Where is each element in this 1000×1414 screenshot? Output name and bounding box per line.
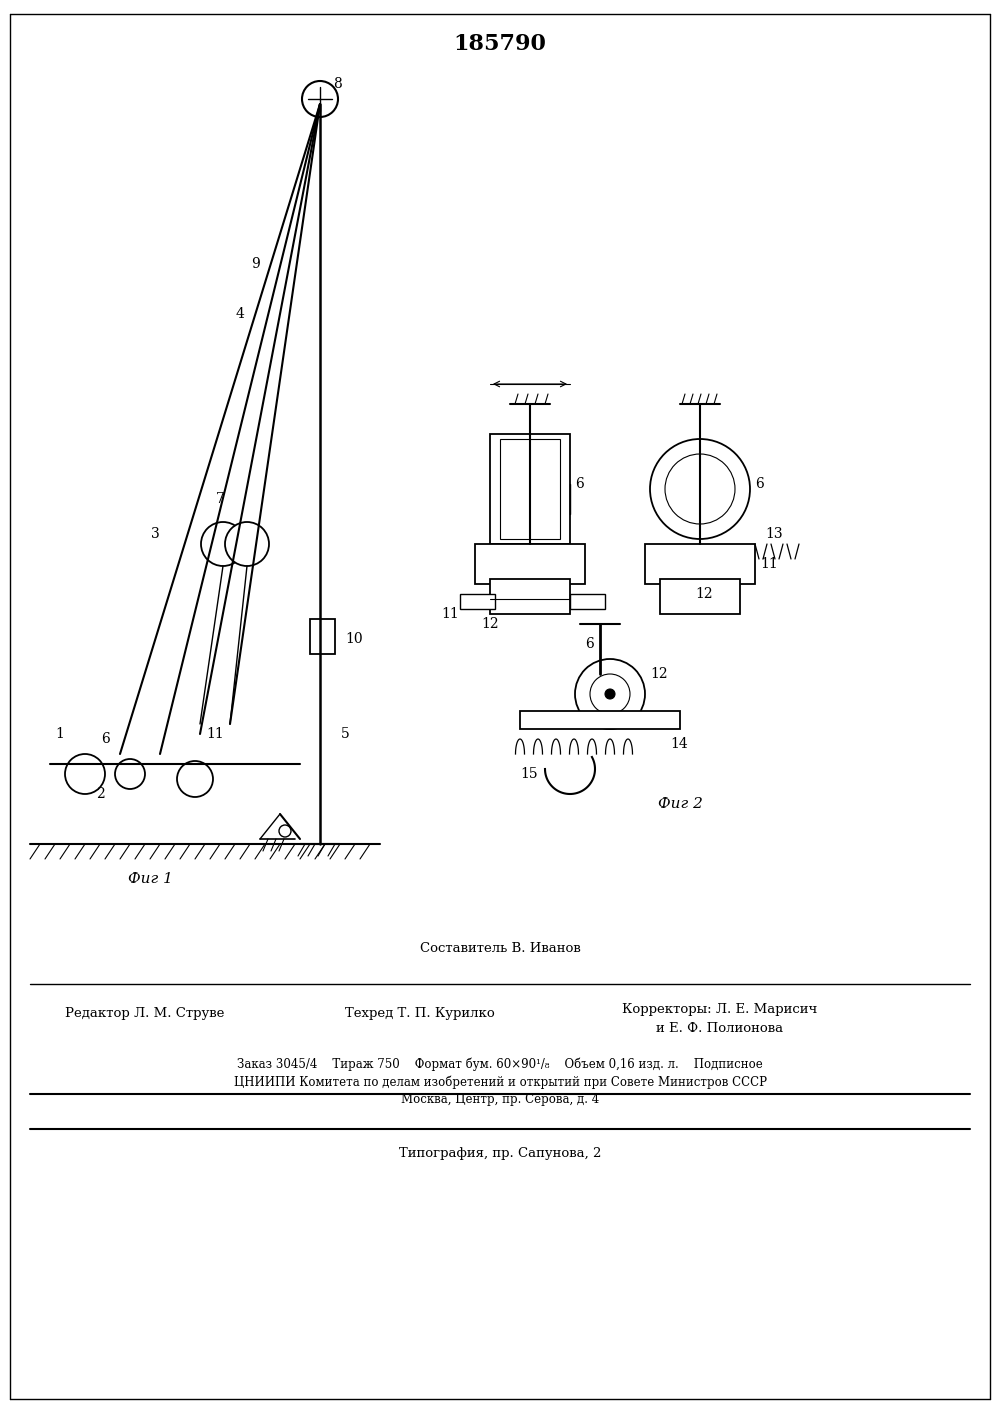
Bar — [310, 619, 335, 655]
Circle shape — [115, 759, 145, 789]
Circle shape — [665, 454, 735, 525]
Text: Фиг 1: Фиг 1 — [128, 872, 172, 887]
Text: 6: 6 — [576, 477, 584, 491]
Text: 9: 9 — [251, 257, 259, 271]
Text: 15: 15 — [520, 766, 538, 781]
Text: 11: 11 — [760, 557, 778, 571]
Text: 6: 6 — [101, 732, 109, 747]
Text: 3: 3 — [151, 527, 159, 542]
Circle shape — [65, 754, 105, 795]
Text: Техред Т. П. Курилко: Техред Т. П. Курилко — [345, 1008, 495, 1021]
Bar — [645, 544, 755, 584]
Text: 6: 6 — [586, 636, 594, 650]
Bar — [570, 594, 605, 609]
Bar — [520, 711, 680, 730]
Text: Москва, Центр, пр. Серова, д. 4: Москва, Центр, пр. Серова, д. 4 — [401, 1093, 599, 1107]
Text: 7: 7 — [216, 492, 224, 506]
Text: Редактор Л. М. Струве: Редактор Л. М. Струве — [65, 1008, 225, 1021]
Text: 12: 12 — [481, 617, 499, 631]
Circle shape — [225, 522, 269, 566]
Bar — [460, 594, 495, 609]
Text: Составитель В. Иванов: Составитель В. Иванов — [420, 943, 580, 956]
Text: 11: 11 — [441, 607, 459, 621]
Circle shape — [279, 824, 291, 837]
Bar — [490, 434, 570, 544]
Text: 10: 10 — [345, 632, 363, 646]
Text: 8: 8 — [333, 76, 342, 90]
Text: Типография, пр. Сапунова, 2: Типография, пр. Сапунова, 2 — [399, 1148, 601, 1161]
Text: Фиг 2: Фиг 2 — [658, 797, 702, 812]
Text: Заказ 3045/4    Тираж 750    Формат бум. 60×90¹/₈    Объем 0,16 изд. л.    Подпи: Заказ 3045/4 Тираж 750 Формат бум. 60×90… — [237, 1058, 763, 1070]
Text: 13: 13 — [765, 527, 783, 542]
Text: 185790: 185790 — [454, 33, 546, 55]
Bar — [500, 438, 560, 539]
Text: 2: 2 — [96, 788, 104, 800]
Text: 11: 11 — [206, 727, 224, 741]
Circle shape — [177, 761, 213, 797]
Text: 12: 12 — [695, 587, 713, 601]
Bar — [475, 544, 585, 584]
Text: 6: 6 — [756, 477, 764, 491]
Circle shape — [605, 689, 615, 699]
Bar — [660, 578, 740, 614]
Text: 1: 1 — [56, 727, 64, 741]
Text: Корректоры: Л. Е. Марисич: Корректоры: Л. Е. Марисич — [622, 1003, 818, 1015]
Bar — [490, 578, 570, 614]
Circle shape — [590, 674, 630, 714]
Circle shape — [650, 438, 750, 539]
Circle shape — [302, 81, 338, 117]
Circle shape — [201, 522, 245, 566]
Text: 14: 14 — [670, 737, 688, 751]
Text: 5: 5 — [341, 727, 349, 741]
Text: ЦНИИПИ Комитета по делам изобретений и открытий при Совете Министров СССР: ЦНИИПИ Комитета по делам изобретений и о… — [234, 1075, 767, 1089]
Text: 4: 4 — [236, 307, 244, 321]
Text: 12: 12 — [650, 667, 668, 682]
Circle shape — [575, 659, 645, 730]
Text: и Е. Ф. Полионова: и Е. Ф. Полионова — [656, 1022, 784, 1035]
